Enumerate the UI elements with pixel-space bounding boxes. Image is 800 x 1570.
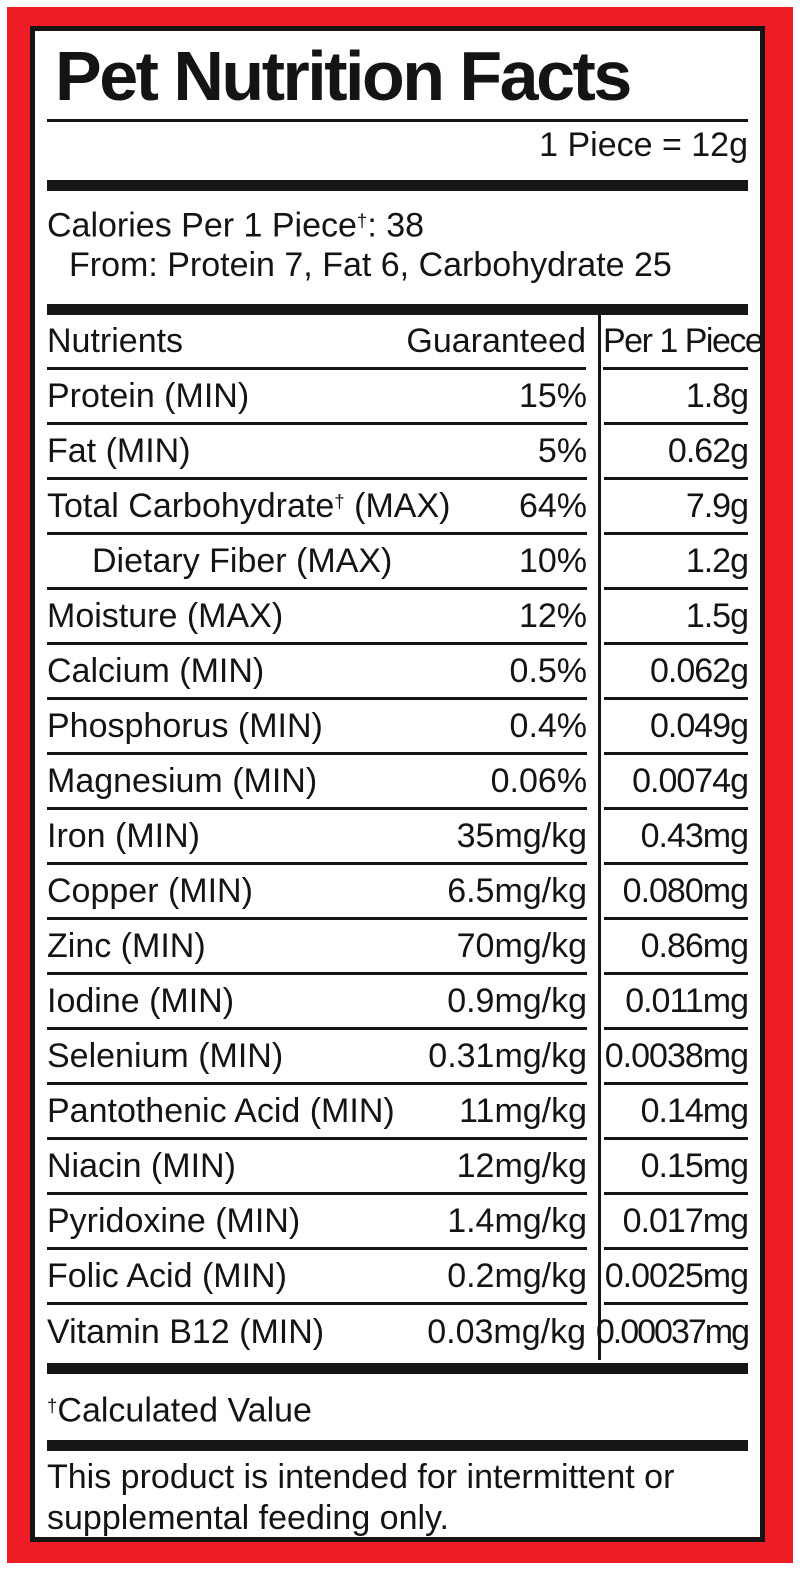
table-row: Fat (MIN) 5% 0.62g <box>47 425 749 481</box>
thick-bar <box>47 1439 748 1451</box>
guaranteed-value: 0.03mg/kg <box>427 1313 586 1352</box>
per-piece-value: 0.86mg <box>604 920 749 976</box>
page-title: Pet Nutrition Facts <box>55 37 632 115</box>
table-row: Protein (MIN) 15% 1.8g <box>47 370 749 426</box>
per-piece-value: 0.0038mg <box>604 1030 749 1086</box>
guaranteed-value: 0.4% <box>509 706 588 745</box>
header-left-cell: Nutrients Guaranteed <box>47 315 586 371</box>
table-row: Calcium (MIN) 0.5% 0.062g <box>47 645 749 701</box>
per-piece-value: 0.62g <box>604 425 749 481</box>
label-panel: Pet Nutrition Facts 1 Piece = 12g Calori… <box>30 26 765 1542</box>
nutrient-name: Iodine (MIN) <box>47 981 235 1020</box>
table-row: Folic Acid (MIN) 0.2mg/kg 0.0025mg <box>47 1250 749 1306</box>
feeding-disclaimer: This product is intended for intermitten… <box>47 1457 675 1537</box>
nutrient-name: Calcium (MIN) <box>47 651 265 690</box>
per-piece-value: 0.080mg <box>604 865 749 921</box>
nutrient-name: Phosphorus (MIN) <box>47 706 323 745</box>
table-row: Dietary Fiber (MAX) 10% 1.2g <box>47 535 749 591</box>
guaranteed-value: 0.31mg/kg <box>428 1036 588 1075</box>
guaranteed-value: 35mg/kg <box>456 816 588 855</box>
guaranteed-value: 12% <box>518 596 588 635</box>
per-piece-value: 0.062g <box>604 645 749 701</box>
table-row: Iodine (MIN) 0.9mg/kg 0.011mg <box>47 975 749 1031</box>
dagger-symbol: † <box>47 1395 58 1417</box>
per-piece-value: 0.049g <box>604 700 749 756</box>
nutrient-name: Pyridoxine (MIN) <box>47 1201 301 1240</box>
calories-from-line: From: Protein 7, Fat 6, Carbohydrate 25 <box>69 246 672 285</box>
table-row: Moisture (MAX) 12% 1.5g <box>47 590 749 646</box>
nutrient-name: Dietary Fiber (MAX) <box>92 541 393 580</box>
guaranteed-value: 64% <box>518 486 588 525</box>
per-piece-value: 0.0074g <box>604 755 749 811</box>
table-row: Niacin (MIN) 12mg/kg 0.15mg <box>47 1140 749 1196</box>
per-piece-value: 7.9g <box>604 480 749 536</box>
nutrient-name: Zinc (MIN) <box>47 926 206 965</box>
column-header-per-piece: Per 1 Piece <box>603 315 764 371</box>
per-piece-value: 0.43mg <box>604 810 749 866</box>
guaranteed-value: 11mg/kg <box>459 1091 588 1130</box>
table-body: Protein (MIN) 15% 1.8g Fat (MIN) 5% 0.62… <box>47 370 750 1360</box>
table-row: Zinc (MIN) 70mg/kg 0.86mg <box>47 920 749 976</box>
thick-bar <box>47 304 748 316</box>
nutrient-name: Folic Acid (MIN) <box>47 1256 287 1295</box>
column-header-nutrients: Nutrients <box>47 321 184 360</box>
nutrient-name: Protein (MIN) <box>47 376 250 415</box>
column-header-guaranteed: Guaranteed <box>406 321 586 360</box>
nutrient-name: Vitamin B12 (MIN) <box>47 1313 325 1352</box>
table-header-row: Nutrients Guaranteed Per 1 Piece <box>47 315 764 371</box>
title-divider <box>47 119 748 122</box>
table-row: Copper (MIN) 6.5mg/kg 0.080mg <box>47 865 749 921</box>
nutrient-name: Moisture (MAX) <box>47 596 284 635</box>
nutrient-name: Pantothenic Acid (MIN) <box>47 1091 395 1130</box>
guaranteed-value: 0.5% <box>509 651 588 690</box>
per-piece-value: 1.2g <box>604 535 749 591</box>
guaranteed-value: 0.2mg/kg <box>447 1256 588 1295</box>
table-row: Iron (MIN) 35mg/kg 0.43mg <box>47 810 749 866</box>
dagger-symbol: † <box>356 210 368 231</box>
label-content: Pet Nutrition Facts 1 Piece = 12g Calori… <box>35 31 764 1539</box>
nutrients-table: Nutrients Guaranteed Per 1 Piece Protein… <box>47 315 764 1361</box>
guaranteed-value: 5% <box>537 431 588 470</box>
thick-bar <box>47 180 748 191</box>
table-row: Total Carbohydrate† (MAX) 64% 7.9g <box>47 480 749 536</box>
nutrient-name: Selenium (MIN) <box>47 1036 284 1075</box>
per-piece-value: 0.011mg <box>604 975 749 1031</box>
guaranteed-value: 10% <box>518 541 588 580</box>
guaranteed-value: 15% <box>518 376 588 415</box>
guaranteed-value: 6.5mg/kg <box>447 871 588 910</box>
nutrient-name: Niacin (MIN) <box>47 1146 236 1185</box>
guaranteed-value: 1.4mg/kg <box>447 1201 588 1240</box>
calories-line: Calories Per 1 Piece†: 38 <box>47 206 425 245</box>
nutrient-name: Iron (MIN) <box>47 816 200 855</box>
per-piece-value: 0.0025mg <box>604 1250 749 1306</box>
guaranteed-value: 12mg/kg <box>456 1146 588 1185</box>
thick-bar <box>47 1363 748 1375</box>
per-piece-value: 0.15mg <box>604 1140 749 1196</box>
table-row: Phosphorus (MIN) 0.4% 0.049g <box>47 700 749 756</box>
column-divider <box>598 315 601 1361</box>
dagger-symbol: † <box>334 490 345 512</box>
nutrient-name: Copper (MIN) <box>47 871 253 910</box>
per-piece-value: 0.00037mg <box>595 1313 750 1352</box>
table-row: Pantothenic Acid (MIN) 11mg/kg 0.14mg <box>47 1085 749 1141</box>
nutrient-name: Magnesium (MIN) <box>47 761 318 800</box>
per-piece-value: 1.5g <box>604 590 749 646</box>
table-row: Selenium (MIN) 0.31mg/kg 0.0038mg <box>47 1030 749 1086</box>
nutrient-name: Total Carbohydrate† (MAX) <box>47 486 451 525</box>
guaranteed-value: 0.9mg/kg <box>447 981 588 1020</box>
table-row: Pyridoxine (MIN) 1.4mg/kg 0.017mg <box>47 1195 749 1251</box>
per-piece-value: 0.017mg <box>604 1195 749 1251</box>
calculated-value-footnote: †Calculated Value <box>47 1391 312 1430</box>
table-row: Magnesium (MIN) 0.06% 0.0074g <box>47 755 749 811</box>
guaranteed-value: 0.06% <box>490 761 588 800</box>
serving-size: 1 Piece = 12g <box>539 126 748 164</box>
per-piece-value: 0.14mg <box>604 1085 749 1141</box>
guaranteed-value: 70mg/kg <box>456 926 588 965</box>
per-piece-value: 1.8g <box>604 370 749 426</box>
table-row: Vitamin B12 (MIN) 0.03mg/kg 0.00037mg <box>47 1305 750 1360</box>
nutrient-name: Fat (MIN) <box>47 431 191 470</box>
